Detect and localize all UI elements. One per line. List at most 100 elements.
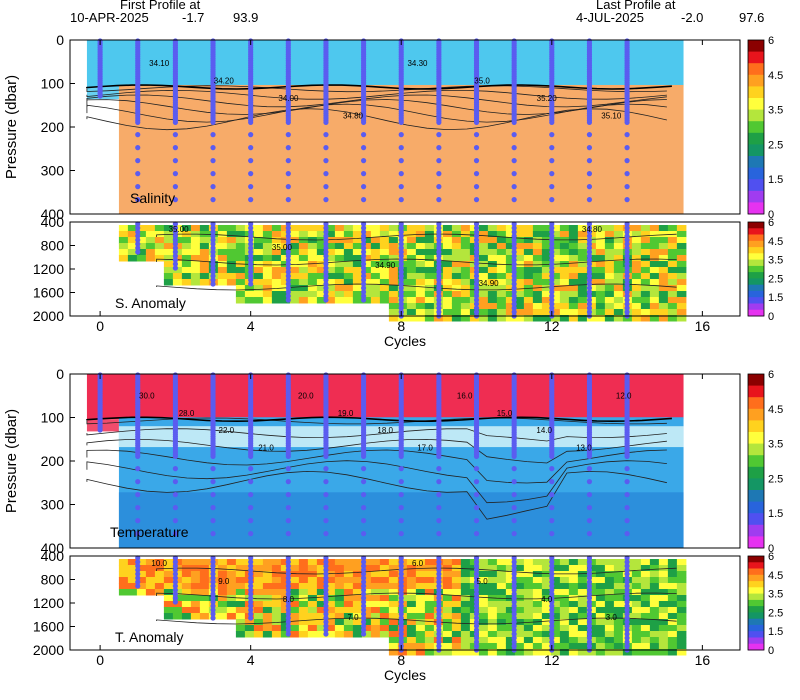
contour-label: 30.0 — [139, 391, 155, 400]
profile-dot — [511, 587, 517, 593]
anomaly-cell — [163, 589, 174, 596]
anomaly-cell — [190, 589, 201, 596]
anomaly-cell — [163, 613, 174, 620]
anomaly-cell — [568, 577, 579, 584]
anomaly-cell — [460, 613, 471, 620]
anomaly-cell — [316, 625, 327, 632]
anomaly-cell — [577, 225, 588, 232]
anomaly-cell — [181, 255, 192, 262]
profile-dot — [549, 639, 555, 645]
anomaly-cell — [298, 589, 309, 596]
anomaly-cell — [523, 643, 534, 650]
profile-dot — [473, 301, 480, 307]
anomaly-cell — [406, 243, 417, 250]
x-tick-label: 16 — [695, 652, 711, 668]
anomaly-cell — [343, 285, 354, 292]
anomaly-cell — [460, 589, 471, 596]
colorbar-tick-label: 3.5 — [768, 105, 783, 117]
anomaly-cell — [532, 297, 543, 304]
anomaly-cell — [577, 267, 588, 274]
anomaly-cell — [253, 261, 264, 268]
colorbar-tick-label: 4.5 — [768, 70, 783, 82]
anomaly-cell — [676, 237, 687, 244]
anomaly-cell — [451, 243, 462, 250]
profile-dot — [549, 611, 555, 617]
anomaly-cell — [577, 255, 588, 262]
anomaly-cell — [217, 255, 228, 262]
profile-dot — [210, 253, 216, 259]
anomaly-cell — [325, 571, 336, 578]
profile-dot — [135, 119, 141, 125]
anomaly-cell — [532, 225, 543, 232]
profile-dot — [436, 289, 442, 295]
anomaly-cell — [343, 571, 354, 578]
anomaly-cell — [406, 601, 417, 608]
anomaly-cell — [541, 649, 552, 656]
anomaly-cell — [487, 649, 498, 656]
anomaly-cell — [199, 261, 210, 268]
contour-line — [156, 258, 677, 266]
anomaly-cell — [442, 649, 453, 656]
anomaly-cell — [325, 625, 336, 632]
anomaly-cell — [235, 273, 246, 280]
profile-dot — [248, 237, 254, 243]
contour-label: 4.0 — [541, 595, 553, 604]
contour-label: 5.0 — [477, 577, 489, 586]
profile-dot — [586, 627, 593, 633]
anomaly-cell — [127, 577, 138, 584]
anomaly-cell — [415, 613, 426, 620]
anomaly-cell — [343, 589, 354, 596]
anomaly-cell — [406, 285, 417, 292]
anomaly-cell — [343, 577, 354, 584]
profile-dot — [511, 555, 517, 561]
profile-dot — [473, 253, 480, 259]
profile-dot — [398, 603, 404, 609]
anomaly-cell — [523, 243, 534, 250]
anomaly-cell — [487, 607, 498, 614]
anomaly-cell — [523, 583, 534, 590]
anomaly-cell — [181, 243, 192, 250]
anomaly-cell — [325, 285, 336, 292]
profile-dot — [586, 249, 593, 255]
anomaly-cell — [523, 231, 534, 238]
anomaly-cell — [649, 571, 660, 578]
anomaly-cell — [190, 237, 201, 244]
profile-dot — [323, 555, 329, 561]
anomaly-cell — [406, 631, 417, 638]
profile-dot — [285, 466, 291, 472]
anomaly-cell — [676, 309, 687, 316]
profile-dot — [285, 273, 291, 279]
anomaly-cell — [352, 267, 363, 274]
anomaly-cell — [235, 231, 246, 238]
anomaly-cell — [343, 261, 354, 268]
anomaly-cell — [253, 571, 264, 578]
profile-dot — [624, 249, 630, 255]
anomaly-cell — [316, 565, 327, 572]
profile-dot — [172, 184, 178, 190]
profile-dot — [248, 595, 254, 601]
anomaly-cell — [271, 237, 282, 244]
last-profile-lon: -2.0 — [681, 10, 704, 25]
profile-dot — [248, 575, 254, 581]
anomaly-cell — [631, 225, 642, 232]
profile-dot — [323, 277, 329, 283]
colorbar-swatch — [748, 297, 764, 304]
contour-line — [156, 592, 677, 600]
anomaly-cell — [478, 571, 489, 578]
anomaly-cell — [352, 261, 363, 268]
profile-dot — [210, 575, 216, 581]
colorbar-tick-label: 2.5 — [768, 607, 783, 619]
anomaly-cell — [244, 285, 255, 292]
anomaly-cell — [460, 291, 471, 298]
profile-dot — [285, 453, 291, 459]
anomaly-cell — [253, 613, 264, 620]
colorbar-swatch — [748, 432, 764, 445]
anomaly-cell — [613, 637, 624, 644]
profile-dot — [511, 197, 517, 203]
anomaly-cell — [280, 565, 291, 572]
anomaly-cell — [595, 303, 606, 310]
anomaly-cell — [640, 297, 651, 304]
profile-dot — [172, 132, 178, 138]
anomaly-cell — [595, 607, 606, 614]
anomaly-cell — [343, 601, 354, 608]
